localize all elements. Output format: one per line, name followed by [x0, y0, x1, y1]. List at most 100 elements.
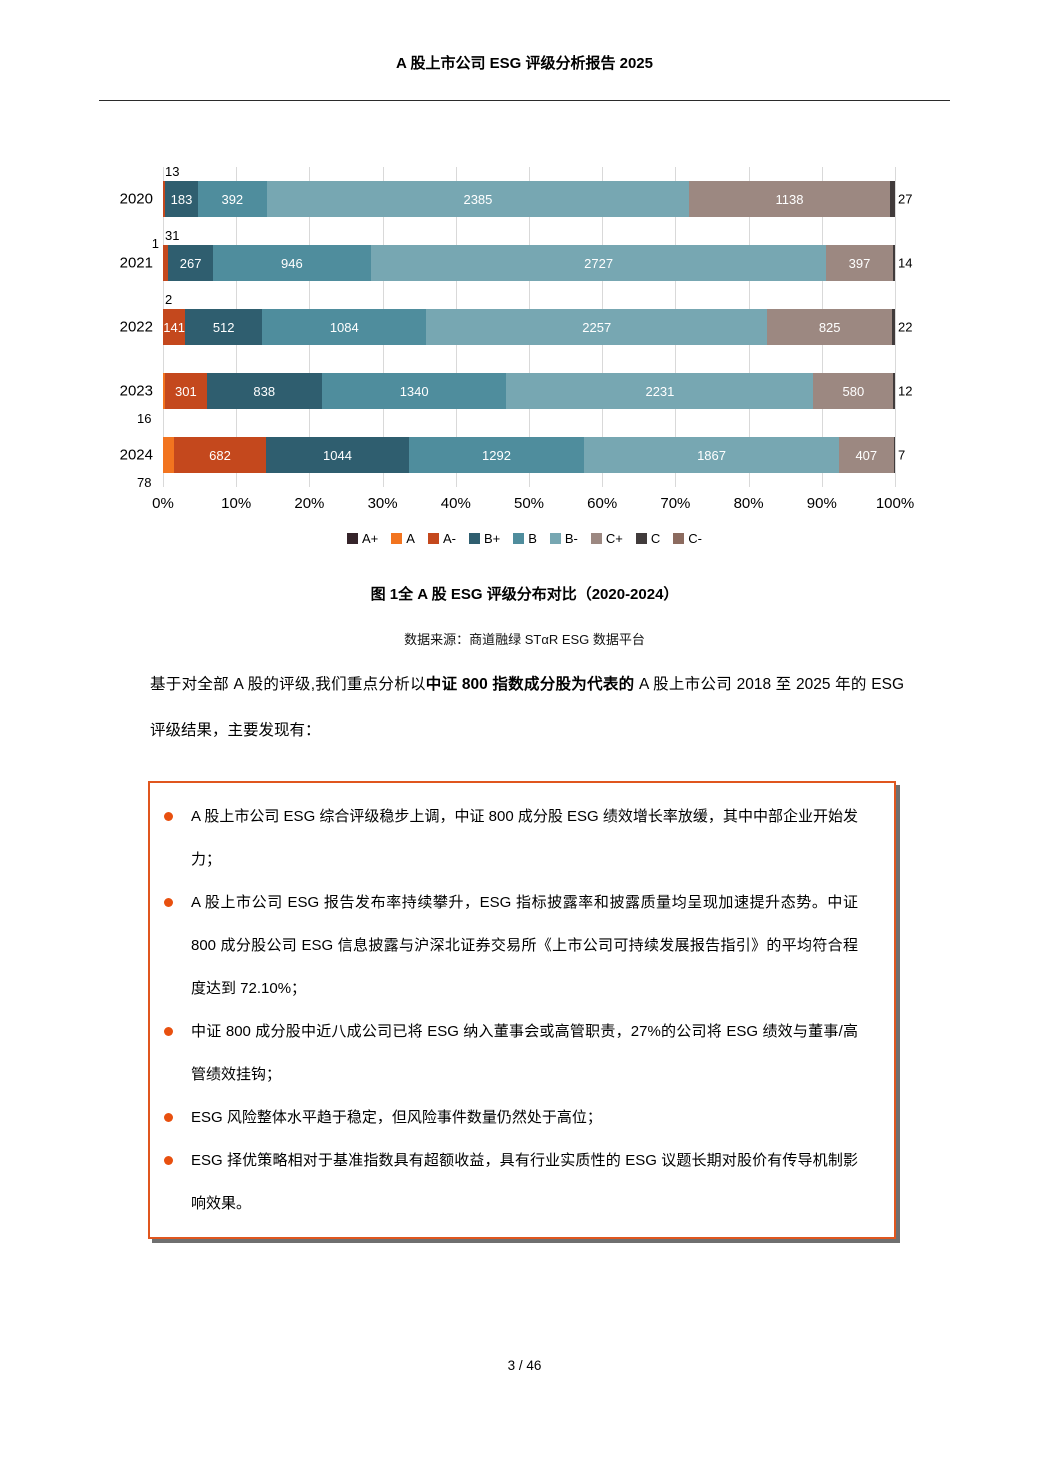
legend-swatch-icon [347, 533, 359, 544]
legend-item-A+: A+ [347, 531, 378, 546]
x-axis-tick-label: 50% [513, 495, 545, 512]
segment-B-2024: 1292 [408, 437, 585, 473]
legend-item-B-: B- [549, 531, 578, 546]
segment-value-label: 1340 [399, 383, 429, 399]
stacked-bar-2020: 183 392 2385 1138 13 27 [163, 164, 912, 217]
x-axis-tick-label: 20% [294, 495, 325, 512]
segment-B+-2021: 267 [168, 245, 213, 281]
segment-value-label: 2257 [582, 319, 612, 335]
legend-item-A-: A- [427, 531, 456, 546]
segment-C+-2023: 580 [813, 373, 894, 409]
legend-label: B [528, 531, 537, 546]
segment-value-label: 838 [253, 383, 276, 399]
segment-value-label: 141 [163, 319, 185, 335]
finding-item: ESG 择优策略相对于基准指数具有超额收益，具有行业实质性的 ESG 议题长期对… [164, 1139, 858, 1225]
x-axis-tick-label: 30% [367, 495, 398, 512]
segment-value-label: 2727 [584, 255, 614, 271]
bullet-dot-icon [164, 898, 173, 907]
segment-B--2023: 2231 [506, 373, 814, 409]
x-axis-tick-label: 70% [660, 495, 691, 512]
finding-item: A 股上市公司 ESG 综合评级稳步上调，中证 800 成分股 ESG 绩效增长… [164, 795, 858, 881]
end-value-label: 14 [898, 255, 913, 271]
x-axis-tick-label: 0% [152, 495, 174, 512]
legend-label: A+ [362, 531, 379, 546]
segment-B+-2024: 1044 [266, 437, 409, 473]
segment-value-label: 407 [855, 447, 878, 463]
legend-swatch-icon [549, 533, 561, 544]
segment-B-2022: 1084 [262, 309, 427, 345]
end-value-label: 7 [898, 447, 906, 463]
callout-value-label: 78 [137, 475, 152, 490]
segment-value-label: 1292 [482, 447, 511, 463]
finding-text: ESG 择优策略相对于基准指数具有超额收益，具有行业实质性的 ESG 议题长期对… [191, 1152, 858, 1212]
segment-B--2022: 2257 [426, 309, 768, 345]
segment-B-2020: 392 [197, 181, 267, 217]
bullet-dot-icon [164, 812, 173, 821]
x-axis-tick-label: 90% [806, 495, 837, 512]
legend-label: C [650, 531, 661, 546]
segment-C+-2021: 397 [826, 245, 893, 281]
segment-value-label: 580 [842, 383, 865, 399]
x-axis: 0% 10% 20% 30% 40% 50% 60% 70% 80% 90% 100% [152, 495, 914, 515]
bar-row-2023: 2023 301 838 1340 2231 580 16 12 [120, 359, 912, 426]
stacked-bar-2023: 301 838 1340 2231 580 16 12 [137, 373, 912, 426]
legend-item-C-: C- [673, 531, 702, 546]
segment-value-label: 183 [170, 191, 193, 207]
bar-row-2021: 2021 267 946 2727 397 31 1 14 [120, 228, 912, 295]
page-number: 3 / 46 [507, 1358, 542, 1373]
callout-value-label: 2 [165, 292, 173, 307]
x-axis-tick-label: 100% [875, 495, 915, 512]
legend-label: A- [442, 531, 456, 546]
finding-item: A 股上市公司 ESG 报告发布率持续攀升，ESG 指标披露率和披露质量均呈现加… [164, 881, 858, 1010]
legend-item-C+: C+ [590, 531, 623, 546]
legend-label: A [406, 531, 415, 546]
segment-C+-2020: 1138 [688, 181, 891, 217]
document-title: A 股上市公司 ESG 评级分析报告 2025 [396, 55, 653, 72]
x-axis-tick-label: 40% [440, 495, 471, 512]
intro-text-segment: 中证 800 指数成分股为代表的 [425, 676, 635, 693]
segment-value-label: 825 [818, 319, 841, 335]
segment-B-2021: 946 [212, 245, 371, 281]
x-axis-tick-label: 60% [587, 495, 618, 512]
segment-C-2023 [893, 373, 895, 409]
chart-legend: A+ A A- B+ B B- C+ C C- [0, 531, 1049, 546]
segment-value-label: 1084 [329, 319, 359, 335]
segment-A--2020 [163, 181, 166, 217]
segment-A--2024: 682 [173, 437, 267, 473]
bullet-dot-icon [164, 1027, 173, 1036]
legend-swatch-icon [513, 533, 525, 544]
legend-swatch-icon [427, 533, 439, 544]
legend-label: C- [688, 531, 702, 546]
segment-B+-2020: 183 [165, 181, 198, 217]
bullet-dot-icon [164, 1156, 173, 1165]
legend-item-C: C [635, 531, 661, 546]
legend-swatch-icon [590, 533, 602, 544]
segment-A--2022: 141 [163, 309, 185, 345]
legend-label: C+ [605, 531, 623, 546]
y-axis-label: 2024 [119, 446, 153, 464]
y-axis-label: 2021 [119, 254, 153, 272]
key-findings-box: A 股上市公司 ESG 综合评级稳步上调，中证 800 成分股 ESG 绩效增长… [148, 781, 896, 1239]
header-divider [99, 100, 950, 101]
legend-item-B+: B+ [468, 531, 501, 546]
segment-value-label: 2385 [463, 191, 493, 207]
stacked-bar-2022: 141 512 1084 2257 825 2 22 [163, 292, 912, 345]
segment-value-label: 1138 [775, 191, 804, 207]
segment-value-label: 397 [848, 255, 871, 271]
finding-text: ESG 风险整体水平趋于稳定，但风险事件数量仍然处于高位； [191, 1109, 602, 1126]
stacked-bar-2024: 682 1044 1292 1867 407 78 7 [137, 437, 905, 490]
segment-B+-2023: 838 [206, 373, 322, 409]
legend-swatch-icon [673, 533, 685, 544]
gridline [895, 167, 896, 487]
legend-label: B+ [483, 531, 501, 546]
callout-value-label: 13 [165, 164, 180, 179]
legend-swatch-icon [391, 533, 403, 544]
y-axis-label: 2022 [119, 318, 153, 336]
segment-B+-2022: 512 [185, 309, 263, 345]
segment-A--2021 [163, 245, 169, 281]
stacked-bar-2021: 267 946 2727 397 31 1 14 [152, 228, 912, 281]
finding-text: A 股上市公司 ESG 报告发布率持续攀升，ESG 指标披露率和披露质量均呈现加… [191, 894, 858, 997]
bar-row-2022: 2022 141 512 1084 2257 825 2 22 [120, 292, 912, 359]
end-value-label: 27 [898, 191, 913, 207]
legend-swatch-icon [468, 533, 480, 544]
